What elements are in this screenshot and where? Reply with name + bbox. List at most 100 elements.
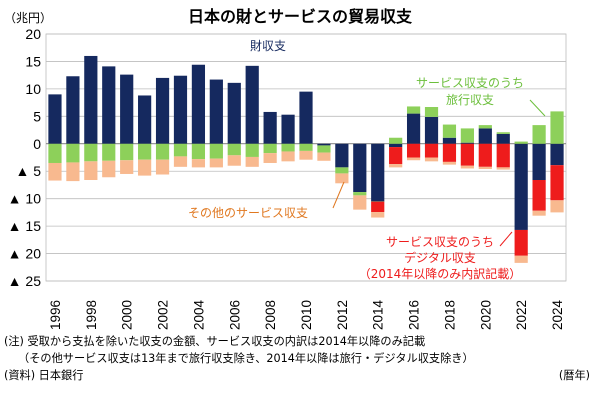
bar-travel-1999 — [102, 143, 116, 161]
annotation-travel: サービス収支のうち — [416, 76, 524, 90]
bar-other-2007 — [245, 156, 259, 167]
x-tick-label: 2022 — [514, 300, 529, 330]
bar-goods-2005 — [209, 79, 223, 144]
x-tick-label: 1996 — [48, 300, 63, 330]
y-tick-label: 0 — [33, 136, 41, 152]
bar-digital-2022 — [514, 229, 528, 256]
x-tick-label: 2012 — [335, 300, 350, 330]
y-tick-label: ▲ 5 — [15, 163, 41, 179]
bar-travel-2006 — [227, 143, 241, 156]
note-line-2: （その他サービス収支は13年まで旅行収支除き、2014年以降は旅行・デジタル収支… — [18, 352, 474, 365]
bar-digital-2024 — [550, 165, 564, 201]
bar-goods-2010 — [299, 91, 313, 144]
x-tick-label: 2014 — [371, 299, 386, 330]
bar-goods-2012 — [335, 143, 349, 168]
bar-other-2022 — [514, 255, 528, 263]
bar-travel-2020 — [478, 125, 492, 129]
y-tick-label: ▲ 10 — [8, 191, 42, 207]
x-tick-label: 2010 — [299, 300, 314, 330]
bar-other-2016 — [406, 157, 421, 161]
bar-digital-2020 — [478, 143, 492, 167]
bar-goods-2011 — [317, 143, 331, 146]
x-tick-label: 2018 — [442, 300, 457, 330]
bar-other-2010 — [299, 150, 313, 160]
bar-other-2003 — [173, 156, 188, 167]
bar-travel-2016 — [406, 106, 421, 114]
x-tick-label: 2024 — [550, 299, 565, 330]
x-unit-label: (暦年) — [558, 369, 590, 382]
bar-goods-1999 — [102, 66, 116, 144]
annotations: 財収支サービス収支のうち旅行収支その他のサービス収支サービス収支のうちデジタル収… — [188, 38, 524, 281]
bar-other-2005 — [209, 158, 223, 168]
bar-other-1996 — [48, 162, 62, 181]
bar-goods-2007 — [245, 65, 259, 144]
bar-other-2008 — [263, 153, 277, 163]
y-tick-label: 5 — [33, 108, 41, 124]
bar-other-2006 — [227, 155, 241, 166]
annotation-digital: デジタル収支 — [404, 250, 476, 265]
bar-digital-2014 — [371, 201, 385, 213]
bar-other-2017 — [424, 157, 439, 162]
bar-travel-2004 — [191, 143, 206, 160]
chart: 日本の財とサービスの貿易収支 （兆円） 20 15 10 5 0 ▲ 5 ▲ 10 ▲ 15 ▲… — [4, 7, 567, 330]
bar-travel-2009 — [281, 143, 295, 152]
note-line-1: (注) 受取から支払を除いた収支の金額、サービス収支の内訳は2014年以降のみ記… — [4, 335, 426, 348]
bar-goods-2018 — [442, 137, 457, 144]
bar-goods-1998 — [84, 55, 98, 144]
bar-travel-2022 — [514, 141, 528, 144]
bar-other-2004 — [191, 159, 206, 168]
bar-goods-2024 — [550, 143, 564, 166]
leader-travel — [529, 99, 546, 117]
chart-title: 日本の財とサービスの貿易収支 — [188, 7, 413, 26]
annotation-goods: 財収支 — [250, 38, 286, 53]
x-tick-label: 2020 — [478, 300, 493, 330]
bar-other-2019 — [460, 165, 474, 169]
bar-travel-2007 — [245, 143, 259, 157]
leader-other — [332, 181, 345, 209]
x-tick-label: 2000 — [120, 300, 135, 330]
bar-goods-1996 — [48, 94, 62, 144]
bar-travel-1997 — [66, 143, 80, 163]
bar-goods-2023 — [532, 143, 546, 181]
bar-digital-2018 — [442, 143, 457, 162]
bar-other-2000 — [120, 160, 134, 174]
bar-goods-2016 — [406, 113, 421, 144]
bar-goods-2021 — [496, 133, 510, 144]
bar-other-2021 — [496, 167, 510, 170]
bar-goods-2003 — [173, 75, 188, 144]
bar-other-1999 — [102, 160, 116, 178]
bar-travel-2003 — [173, 143, 188, 157]
bar-digital-2015 — [389, 147, 403, 165]
x-axis: 1996 1998 2000 2002 2004 2006 2008 2010 2012 2014… — [48, 299, 565, 330]
y-axis: 20 15 10 5 0 ▲ 5 ▲ 10 ▲ 15 ▲ 20 ▲ 25 — [8, 26, 42, 289]
plot-frame — [45, 33, 567, 282]
x-tick-label: 2008 — [263, 300, 278, 330]
x-tick-label: 1998 — [84, 300, 99, 330]
bar-travel-2012 — [335, 167, 349, 174]
bar-travel-1998 — [84, 143, 98, 162]
x-tick-label: 2002 — [156, 300, 171, 330]
bar-goods-2006 — [227, 82, 241, 144]
annotation-digital: （2014年以降のみ内訳記載） — [359, 266, 522, 281]
bar-goods-2020 — [478, 128, 492, 144]
source-text: (資料) 日本銀行 — [4, 369, 84, 382]
bar-goods-2002 — [155, 77, 170, 144]
annotation-other: その他のサービス収支 — [188, 206, 308, 220]
bar-digital-2023 — [532, 180, 546, 211]
bar-travel-2010 — [299, 143, 313, 151]
bars — [48, 55, 564, 263]
annotation-travel: 旅行収支 — [446, 93, 494, 107]
bar-goods-2013 — [353, 143, 367, 193]
bar-goods-2017 — [424, 116, 439, 144]
footnotes: (注) 受取から支払を除いた収支の金額、サービス収支の内訳は2014年以降のみ記… — [4, 333, 598, 384]
y-tick-label: 15 — [25, 53, 41, 69]
bar-travel-2021 — [496, 132, 510, 134]
bar-digital-2021 — [496, 143, 510, 168]
y-tick-label: ▲ 15 — [8, 218, 42, 234]
bar-digital-2016 — [406, 143, 421, 158]
bar-other-2024 — [550, 200, 564, 213]
y-tick-label: ▲ 25 — [8, 273, 42, 289]
bar-other-2001 — [138, 159, 152, 176]
bar-goods-2008 — [263, 111, 277, 144]
bar-goods-2000 — [120, 74, 134, 144]
